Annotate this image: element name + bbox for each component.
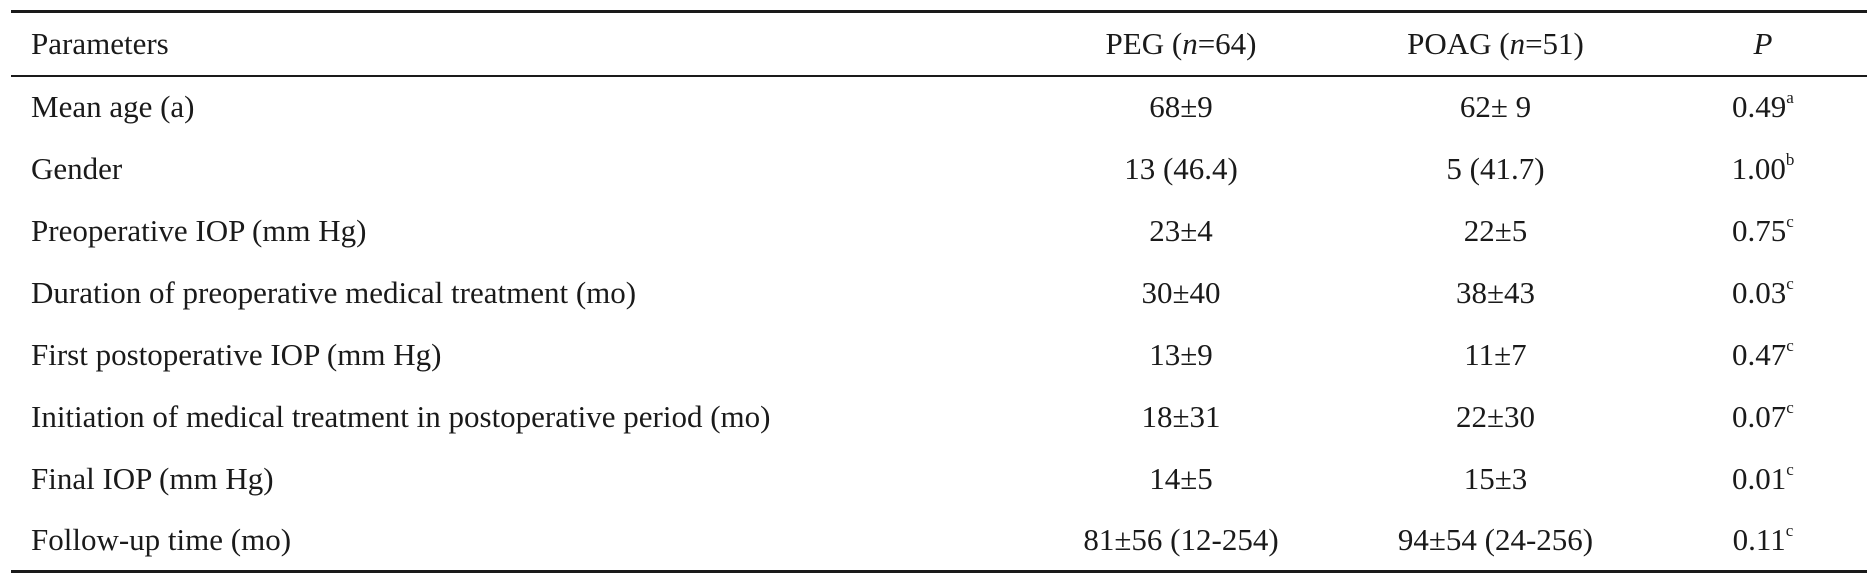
p-value: 0.47	[1732, 336, 1787, 372]
row-peg-value: 68±9	[1149, 89, 1213, 124]
row-peg-value: 81±56 (12-254)	[1029, 509, 1333, 573]
table-row: Mean age (a) 68±9 62± 9 0.49a	[11, 76, 1867, 138]
p-footnote-marker: a	[1786, 88, 1794, 107]
row-parameter: Mean age (a)	[31, 89, 195, 124]
row-p-value: 0.75c	[1659, 200, 1867, 262]
table-row: Preoperative IOP (mm Hg) 23±4 22±5 0.75c	[11, 200, 1867, 262]
row-poag-value: 22±30	[1455, 398, 1535, 434]
row-peg-value: 30±40	[1141, 274, 1221, 310]
row-poag-value: 5 (41.7)	[1446, 150, 1545, 186]
header-p-value: P	[1658, 10, 1867, 77]
header-poag-n: n	[1509, 25, 1526, 61]
row-parameter: Duration of preoperative medical treatme…	[31, 274, 637, 310]
row-poag-value: 94±54 (24-256)	[1332, 509, 1659, 573]
table-row: Gender 13 (46.4) 5 (41.7) 1.00b	[11, 138, 1867, 200]
header-poag-name: POAG	[1407, 25, 1492, 61]
header-parameters: Parameters	[11, 10, 1030, 77]
p-value: 0.01	[1732, 460, 1787, 496]
table-row: Initiation of medical treatment in posto…	[11, 386, 1867, 448]
table-header: Parameters PEG (n=64) POAG (n=51) P	[11, 10, 1867, 77]
row-parameter: Follow-up time (mo)	[11, 509, 1030, 573]
row-parameter: Preoperative IOP (mm Hg)	[31, 212, 367, 248]
row-parameter: First postoperative IOP (mm Hg)	[31, 336, 442, 372]
p-value: 0.03	[1732, 274, 1787, 310]
p-footnote-marker: c	[1786, 273, 1794, 293]
p-footnote-marker: c	[1786, 211, 1794, 231]
p-footnote-marker: c	[1786, 459, 1794, 479]
header-peg-count: =64)	[1197, 25, 1257, 61]
row-p-value: 0.07c	[1659, 386, 1867, 448]
header-poag: POAG (n=51)	[1332, 10, 1659, 77]
row-parameter: Initiation of medical treatment in posto…	[31, 398, 771, 434]
table-row: Duration of preoperative medical treatme…	[11, 262, 1867, 324]
header-peg-n: n	[1182, 25, 1198, 61]
row-peg-value: 13±9	[1149, 336, 1213, 372]
row-peg-value: 13 (46.4)	[1124, 150, 1238, 186]
p-footnote-marker: c	[1786, 335, 1794, 355]
header-row: Parameters PEG (n=64) POAG (n=51) P	[11, 10, 1867, 77]
table-body: Mean age (a) 68±9 62± 9 0.49a Gender 13 …	[11, 76, 1867, 573]
p-footnote-marker: c	[1785, 520, 1794, 540]
p-footnote-marker: b	[1785, 149, 1795, 169]
row-p-value: 0.11c	[1658, 509, 1867, 573]
row-poag-value: 38±43	[1455, 274, 1535, 310]
header-poag-open: (	[1499, 25, 1510, 61]
row-poag-value: 22±5	[1463, 212, 1528, 248]
comparison-table: Parameters PEG (n=64) POAG (n=51) P Mean…	[11, 10, 1867, 573]
row-p-value: 0.03c	[1659, 262, 1867, 324]
p-footnote-marker: c	[1786, 397, 1794, 417]
row-p-value: 1.00b	[1659, 138, 1867, 200]
table-row: First postoperative IOP (mm Hg) 13±9 11±…	[11, 324, 1867, 386]
header-peg-open: (	[1171, 25, 1183, 61]
p-value: 0.07	[1732, 398, 1787, 434]
row-p-value: 0.49a	[1659, 76, 1867, 138]
row-parameter: Final IOP (mm Hg)	[31, 460, 274, 496]
header-peg: PEG (n=64)	[1029, 10, 1333, 77]
row-parameter: Gender	[31, 150, 123, 186]
p-value: 1.00	[1731, 150, 1786, 186]
row-p-value: 0.01c	[1659, 448, 1867, 510]
row-poag-value: 62± 9	[1459, 89, 1532, 124]
table-row: Final IOP (mm Hg) 14±5 15±3 0.01c	[11, 448, 1867, 510]
header-poag-count: =51)	[1525, 25, 1584, 61]
table-row: Follow-up time (mo) 81±56 (12-254) 94±54…	[11, 509, 1867, 573]
row-p-value: 0.47c	[1659, 324, 1867, 386]
row-peg-value: 14±5	[1149, 460, 1213, 496]
p-value: 0.11	[1732, 521, 1786, 557]
header-peg-name: PEG	[1105, 25, 1165, 61]
row-poag-value: 15±3	[1463, 460, 1528, 496]
p-value: 0.75	[1732, 212, 1787, 248]
row-peg-value: 18±31	[1141, 398, 1221, 434]
p-value: 0.49	[1732, 89, 1787, 124]
row-peg-value: 23±4	[1149, 212, 1213, 248]
row-poag-value: 11±7	[1464, 336, 1527, 372]
